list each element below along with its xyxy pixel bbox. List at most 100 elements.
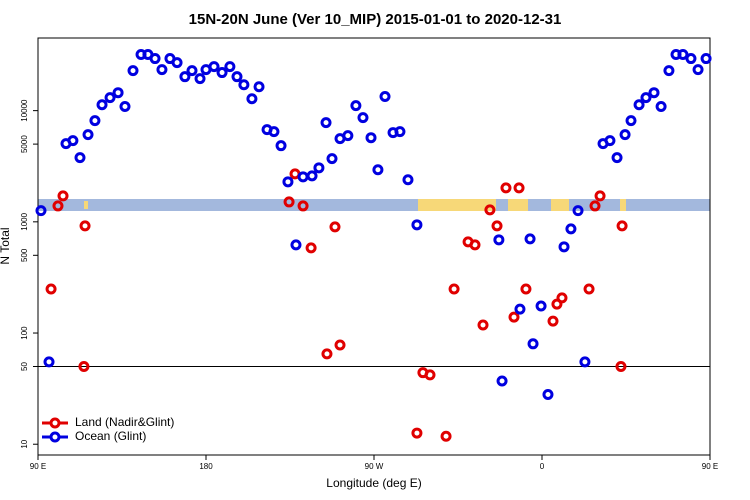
- x-tick-label: 180: [199, 462, 213, 471]
- point: [186, 65, 198, 77]
- point: [615, 361, 627, 373]
- point: [149, 53, 161, 65]
- plot-frame: [37, 37, 711, 456]
- point: [700, 53, 712, 65]
- point: [372, 164, 384, 176]
- point: [527, 338, 539, 350]
- land-strip: [418, 199, 496, 211]
- point: [496, 375, 508, 387]
- ocean-strip: [38, 199, 710, 211]
- point: [551, 298, 563, 310]
- point: [411, 219, 423, 231]
- point: [342, 130, 354, 142]
- point: [89, 115, 101, 127]
- point: [558, 241, 570, 253]
- point: [484, 204, 496, 216]
- point: [78, 361, 90, 373]
- map-strip: [38, 199, 710, 211]
- point: [253, 81, 265, 93]
- point: [611, 152, 623, 164]
- point: [268, 126, 280, 138]
- point: [79, 220, 91, 232]
- point: [520, 283, 532, 295]
- land-strip: [508, 199, 528, 211]
- point: [542, 389, 554, 401]
- point: [305, 242, 317, 254]
- point: [238, 79, 250, 91]
- point: [156, 64, 168, 76]
- x-tick-label: 90 E: [702, 462, 718, 471]
- point: [640, 92, 652, 104]
- land-strip: [551, 199, 569, 211]
- point: [231, 71, 243, 83]
- point: [67, 135, 79, 147]
- point: [52, 200, 64, 212]
- point: [35, 205, 47, 217]
- point: [513, 182, 525, 194]
- legend-marker: [49, 417, 61, 429]
- x-tick-label: 0: [540, 462, 545, 471]
- point: [275, 140, 287, 152]
- point: [320, 117, 332, 129]
- y-tick-label: 50: [20, 362, 29, 371]
- point: [411, 427, 423, 439]
- point: [127, 65, 139, 77]
- point: [508, 311, 520, 323]
- point: [350, 100, 362, 112]
- point: [216, 67, 228, 79]
- point: [583, 283, 595, 295]
- point: [493, 234, 505, 246]
- point: [556, 292, 568, 304]
- point: [524, 233, 536, 245]
- point: [171, 57, 183, 69]
- point: [394, 126, 406, 138]
- point: [616, 220, 628, 232]
- point: [104, 92, 116, 104]
- point: [45, 283, 57, 295]
- x-axis-label: Longitude (deg E): [326, 476, 421, 490]
- legend-label: Land (Nadir&Glint): [75, 415, 174, 429]
- point: [321, 348, 333, 360]
- x-tick-label: 90 W: [365, 462, 384, 471]
- point: [565, 223, 577, 235]
- point: [57, 190, 69, 202]
- chart-title: 15N-20N June (Ver 10_MIP) 2015-01-01 to …: [189, 11, 562, 28]
- y-tick-label: 10: [20, 439, 29, 448]
- x-tick-label: 90 E: [30, 462, 46, 471]
- land-strip: [620, 199, 626, 211]
- point: [440, 430, 452, 442]
- point: [179, 71, 191, 83]
- point: [535, 300, 547, 312]
- point: [297, 200, 309, 212]
- point: [500, 182, 512, 194]
- point: [579, 356, 591, 368]
- point: [283, 196, 295, 208]
- point: [43, 356, 55, 368]
- point: [357, 112, 369, 124]
- point: [514, 303, 526, 315]
- legend-marker: [49, 431, 61, 443]
- point: [82, 129, 94, 141]
- land-strip: [84, 201, 88, 209]
- y-axis-label: N Total: [0, 227, 12, 264]
- point: [334, 339, 346, 351]
- point: [282, 176, 294, 188]
- y-tick-label: 100: [20, 326, 29, 340]
- point: [677, 48, 689, 60]
- point: [326, 153, 338, 165]
- point: [491, 220, 503, 232]
- point: [379, 91, 391, 103]
- point: [119, 100, 131, 112]
- y-tick-label: 500: [20, 248, 29, 262]
- point: [572, 205, 584, 217]
- point: [329, 221, 341, 233]
- point: [402, 174, 414, 186]
- point: [604, 135, 616, 147]
- point: [589, 200, 601, 212]
- point: [594, 190, 606, 202]
- point: [224, 61, 236, 73]
- y-tick-label: 1000: [20, 212, 29, 230]
- y-tick-label: 5000: [20, 135, 29, 153]
- point: [648, 87, 660, 99]
